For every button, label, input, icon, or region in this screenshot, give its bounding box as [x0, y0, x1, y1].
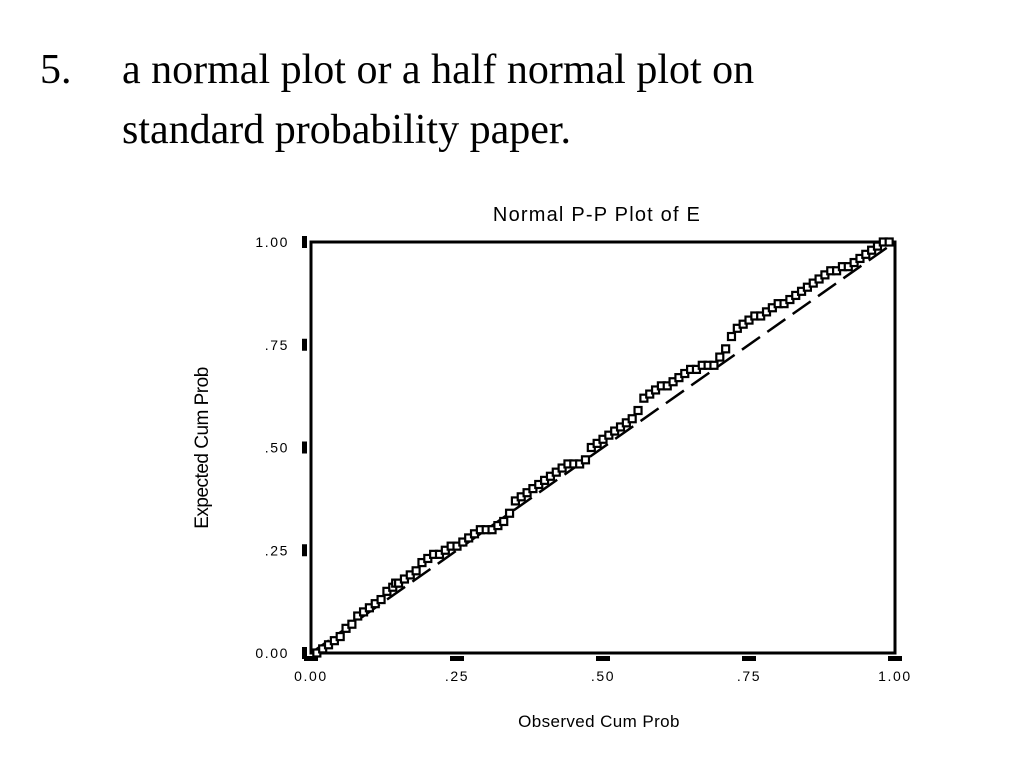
data-points [312, 237, 894, 658]
data-point [499, 516, 509, 527]
bullet-text: a normal plot or a half normal plot on s… [122, 40, 982, 160]
data-point [726, 331, 737, 342]
x-tick-mark [304, 656, 318, 661]
data-point [884, 237, 894, 247]
data-point [347, 619, 357, 629]
data-point [709, 360, 719, 370]
plot-frame [309, 240, 897, 655]
data-point [721, 344, 731, 354]
reference-line [310, 240, 896, 655]
y-tick-mark [302, 338, 307, 351]
x-tick-mark [596, 656, 610, 661]
y-tick-label: .25 [265, 542, 289, 558]
data-point [580, 455, 591, 465]
y-axis-ticks: 0.00 .25 .50 .75 1.00 [255, 234, 307, 661]
bullet-number: 5. [40, 47, 72, 93]
x-tick-label: .25 [445, 668, 469, 684]
y-tick-mark [302, 236, 307, 248]
x-tick-label: .50 [591, 668, 615, 684]
x-axis-label: Observed Cum Prob [518, 712, 680, 731]
y-tick-label: 0.00 [255, 645, 289, 661]
data-point [715, 352, 725, 362]
x-tick-mark [450, 656, 464, 661]
data-point [633, 405, 643, 416]
x-tick-label: .75 [737, 668, 761, 684]
y-tick-mark [302, 544, 307, 557]
data-point [504, 508, 515, 518]
y-axis-label: Expected Cum Prob [192, 367, 213, 529]
y-tick-label: .75 [265, 337, 289, 353]
x-axis-ticks: 0.00 .25 .50 .75 1.00 [294, 656, 912, 684]
bullet-line-1: a normal plot or a half normal plot on [122, 47, 755, 93]
data-point [376, 594, 386, 605]
y-tick-mark [302, 441, 307, 454]
x-tick-label: 1.00 [878, 668, 912, 684]
data-point [411, 566, 421, 576]
data-point [335, 631, 345, 642]
data-point [627, 414, 637, 424]
y-tick-label: 1.00 [255, 234, 289, 250]
x-tick-mark [888, 656, 902, 661]
y-tick-mark [302, 647, 307, 659]
x-tick-label: 0.00 [294, 668, 328, 684]
chart-title: Normal P-P Plot of E [493, 204, 701, 226]
bullet-line-2: standard probability paper. [122, 107, 572, 153]
x-tick-mark [742, 656, 756, 661]
y-tick-label: .50 [265, 440, 289, 456]
